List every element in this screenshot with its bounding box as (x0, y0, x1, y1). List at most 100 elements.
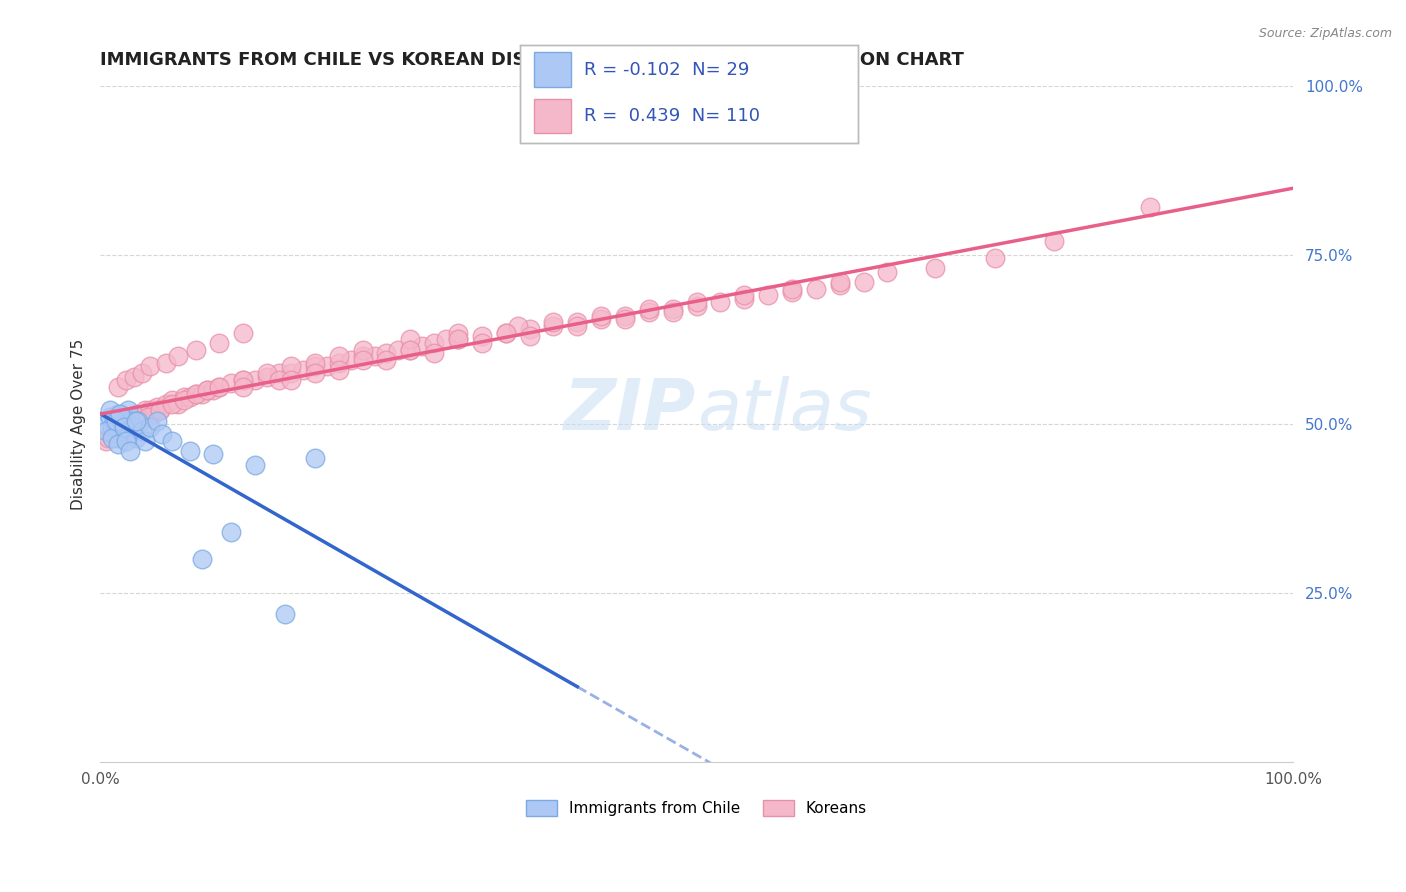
Point (142, 407, 165, 421)
Point (103, 414, 125, 428)
Point (375, 346, 398, 360)
Point (179, 390, 201, 404)
Point (190, 386, 212, 401)
Point (104, 417, 127, 431)
Point (280, 373, 302, 387)
Point (495, 326, 517, 340)
Point (519, 329, 541, 343)
Point (118, 444, 141, 458)
Point (202, 447, 225, 461)
Point (315, 359, 337, 374)
Point (139, 420, 162, 434)
Text: IMMIGRANTS FROM CHILE VS KOREAN DISABILITY AGE OVER 75 CORRELATION CHART: IMMIGRANTS FROM CHILE VS KOREAN DISABILI… (100, 51, 965, 69)
Point (115, 434, 138, 448)
Point (280, 359, 302, 374)
Point (160, 397, 183, 411)
Point (591, 312, 613, 326)
Point (105, 424, 128, 438)
Point (567, 315, 589, 329)
Point (125, 430, 148, 444)
Point (184, 343, 207, 357)
Point (125, 417, 148, 431)
Point (352, 343, 374, 357)
Point (1043, 234, 1066, 248)
Point (447, 326, 470, 340)
Point (733, 292, 755, 306)
Point (146, 400, 169, 414)
Point (876, 265, 898, 279)
Point (108, 427, 131, 442)
Point (291, 363, 314, 377)
Point (543, 315, 565, 329)
Point (685, 295, 707, 310)
Point (139, 359, 162, 374)
Point (221, 376, 243, 391)
Point (399, 343, 422, 357)
Point (304, 450, 326, 465)
Point (661, 305, 683, 319)
Point (984, 251, 1007, 265)
Point (98, 410, 121, 425)
Point (118, 410, 141, 425)
Point (100, 424, 122, 438)
Point (104, 414, 127, 428)
Point (184, 386, 207, 401)
Text: atlas: atlas (696, 376, 872, 445)
Point (117, 420, 139, 434)
Point (208, 380, 231, 394)
Point (184, 386, 207, 401)
Point (197, 383, 219, 397)
Point (828, 278, 851, 293)
Point (232, 373, 254, 387)
Point (101, 430, 124, 444)
Point (112, 427, 135, 442)
Point (94, 434, 117, 448)
Point (423, 346, 446, 360)
Point (118, 427, 141, 442)
Point (924, 261, 946, 276)
Point (97, 430, 120, 444)
Point (780, 282, 803, 296)
Point (352, 349, 374, 363)
Point (411, 339, 433, 353)
Point (94, 424, 117, 438)
Point (245, 373, 267, 387)
Point (115, 417, 138, 431)
Point (614, 312, 637, 326)
Point (614, 309, 637, 323)
Point (120, 417, 142, 431)
Point (155, 397, 177, 411)
Point (114, 424, 136, 438)
Point (208, 335, 231, 350)
Point (134, 403, 156, 417)
Point (125, 407, 148, 421)
Point (136, 410, 159, 425)
Point (280, 366, 302, 380)
Point (328, 349, 350, 363)
Point (733, 288, 755, 302)
Point (149, 403, 172, 417)
Point (232, 380, 254, 394)
Text: R = -0.102  N= 29: R = -0.102 N= 29 (585, 62, 749, 79)
Point (112, 414, 135, 428)
Point (139, 403, 162, 417)
Point (136, 410, 159, 425)
Point (132, 407, 155, 421)
Point (685, 299, 707, 313)
Point (1139, 200, 1161, 214)
Point (852, 275, 875, 289)
Point (150, 427, 173, 442)
Point (107, 417, 129, 431)
Point (129, 414, 152, 428)
Point (143, 403, 166, 417)
Point (110, 417, 132, 431)
Point (127, 414, 149, 428)
Point (267, 373, 290, 387)
Point (155, 356, 177, 370)
Point (328, 363, 350, 377)
Point (638, 301, 661, 316)
Point (339, 352, 361, 367)
Point (131, 414, 153, 428)
Point (110, 407, 132, 421)
Point (375, 352, 398, 367)
